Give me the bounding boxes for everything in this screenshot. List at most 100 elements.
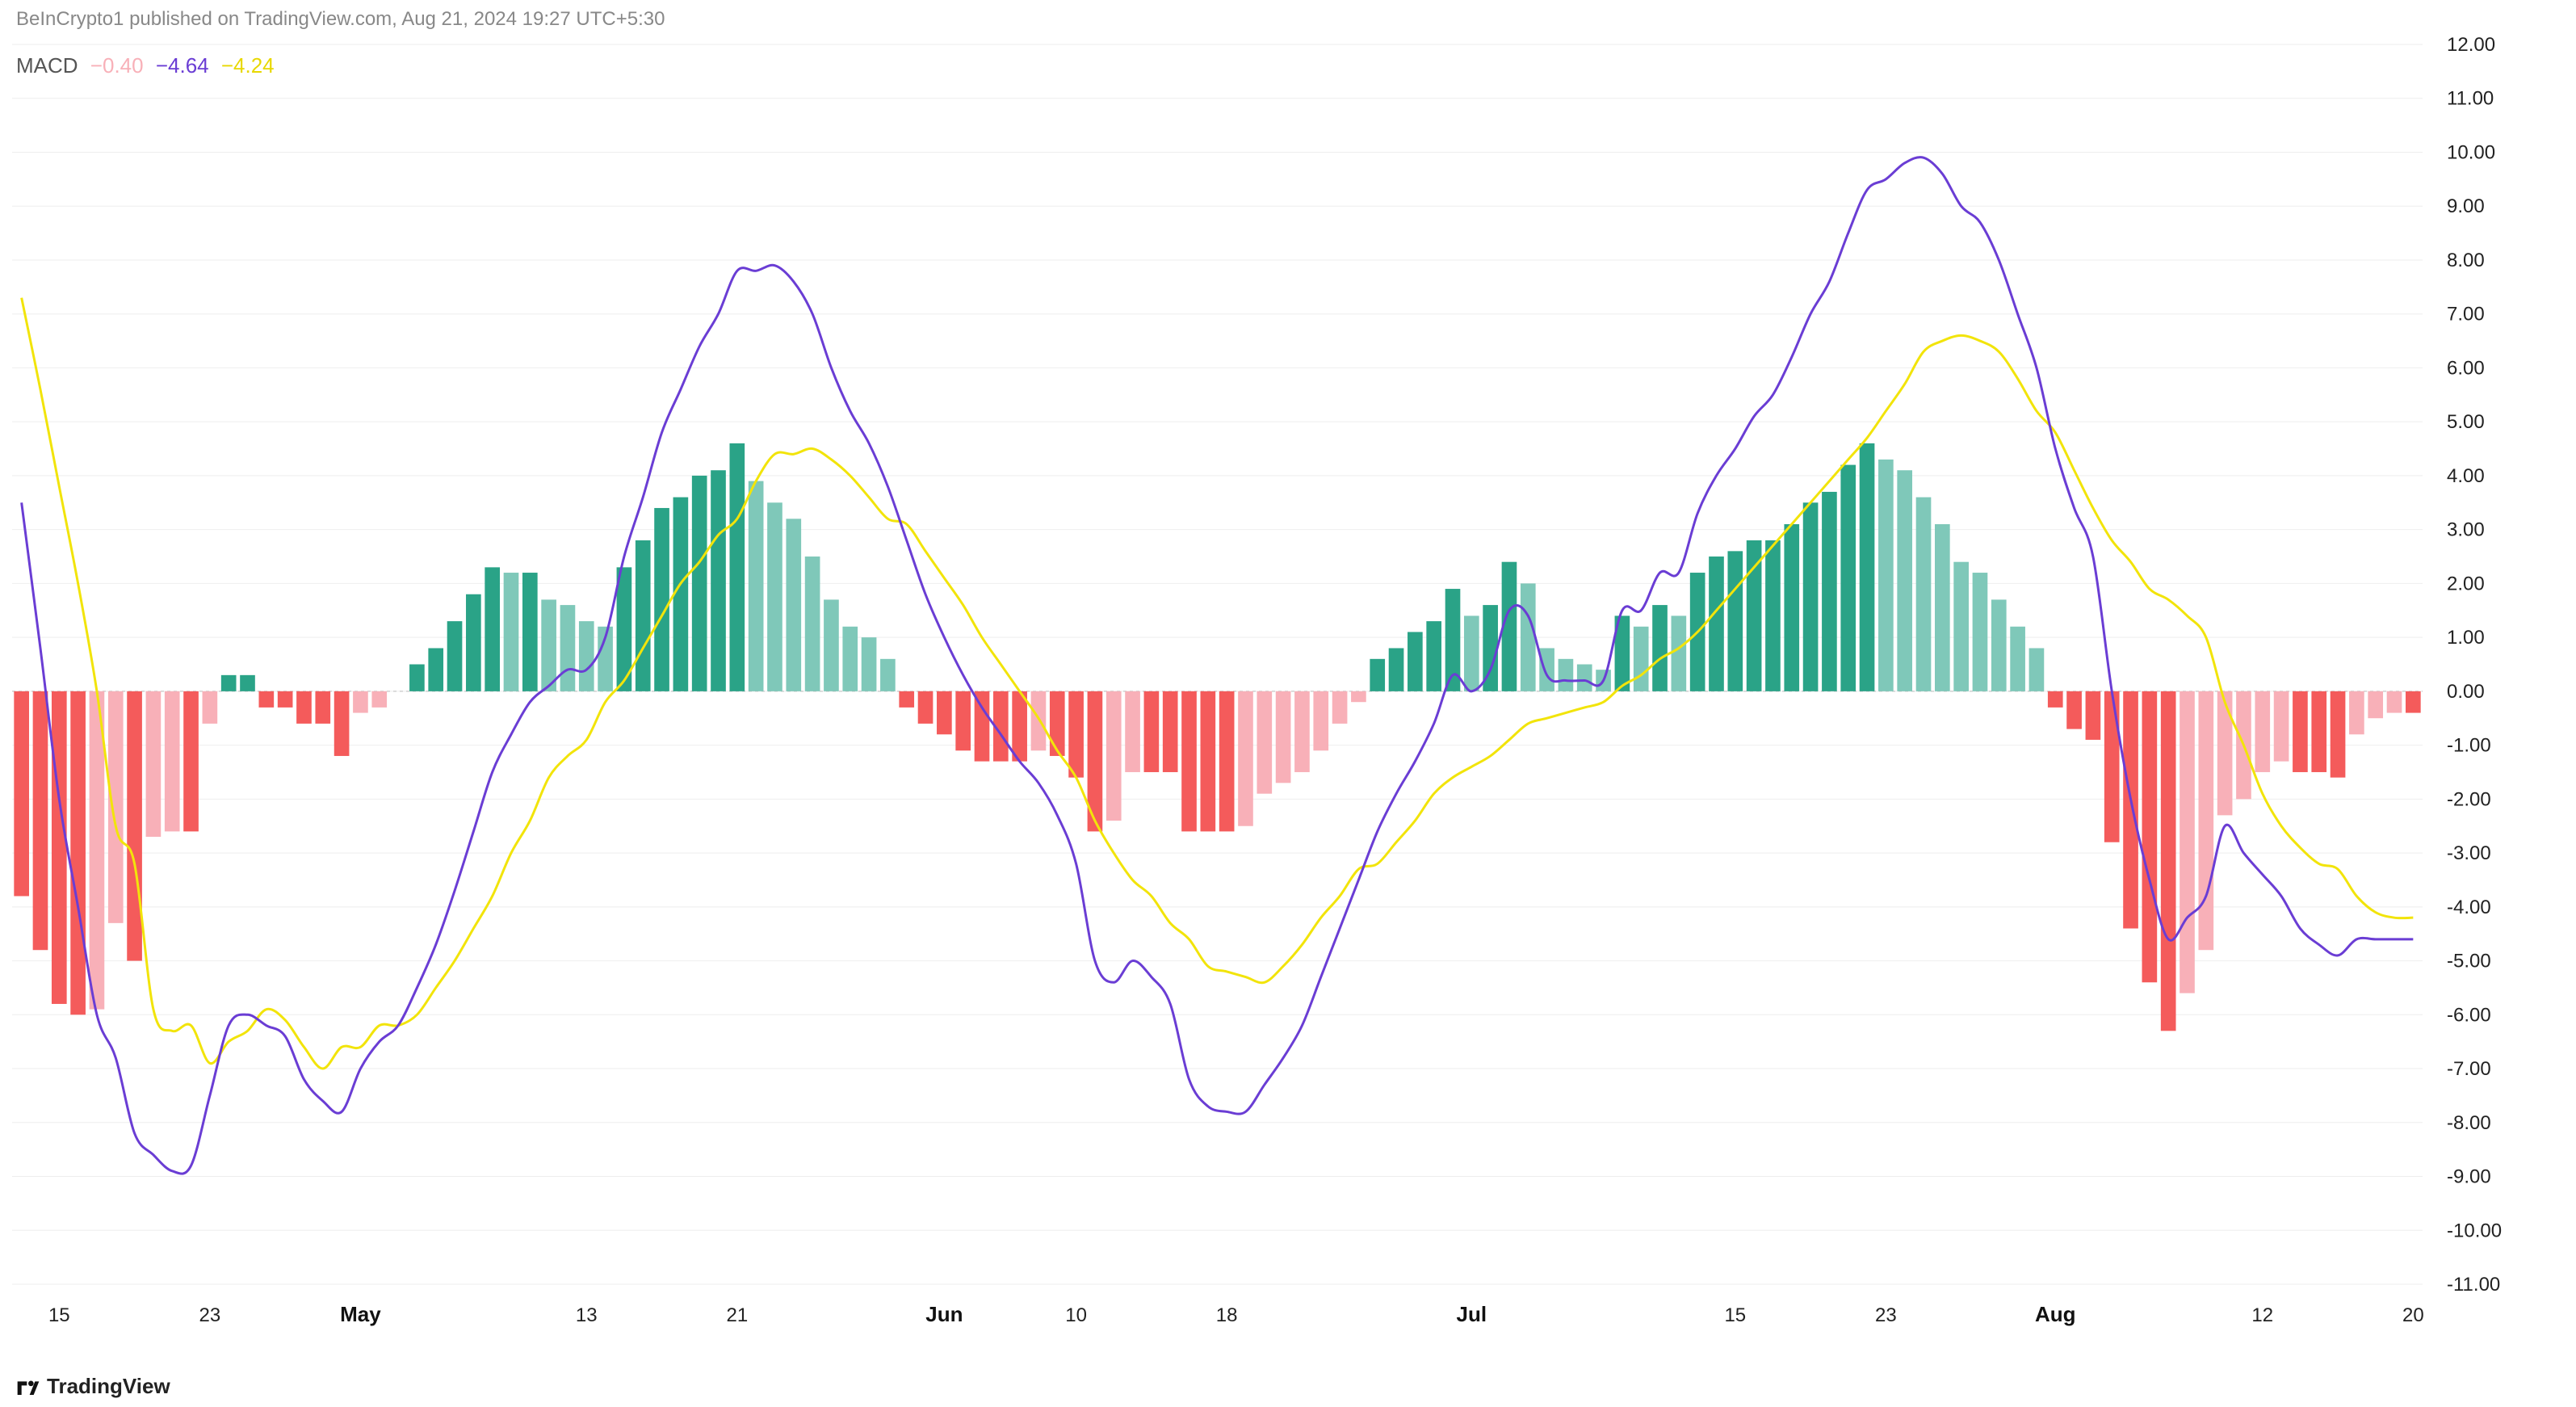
x-axis-label: 13	[576, 1304, 598, 1326]
histogram-bar	[2104, 691, 2120, 842]
histogram-bar	[165, 691, 180, 832]
histogram-bar	[975, 691, 990, 762]
histogram-bar	[1370, 659, 1385, 691]
histogram-bar	[1803, 502, 1819, 691]
y-axis-label: 3.00	[2447, 519, 2485, 541]
x-axis-label: 15	[1724, 1304, 1746, 1326]
histogram-bar	[466, 594, 481, 691]
histogram-bar	[14, 691, 29, 897]
histogram-bar	[203, 691, 218, 724]
x-axis-label: 21	[726, 1304, 748, 1326]
histogram-bar	[447, 621, 463, 691]
histogram-bar	[2066, 691, 2082, 729]
y-axis-label: -7.00	[2447, 1058, 2491, 1080]
histogram-bar	[786, 519, 801, 691]
y-axis-label: -5.00	[2447, 951, 2491, 972]
histogram-bar	[146, 691, 162, 837]
y-axis-label: 7.00	[2447, 304, 2485, 326]
histogram-bar	[1634, 627, 1649, 691]
histogram-bar	[315, 691, 330, 724]
histogram-bar	[1559, 659, 1574, 691]
histogram-bar	[862, 637, 877, 691]
histogram-bar	[522, 573, 538, 691]
histogram-bar	[1973, 573, 1988, 691]
histogram-bar	[2217, 691, 2233, 816]
histogram-bar	[1727, 551, 1743, 691]
histogram-bar	[654, 508, 669, 691]
y-axis-label: -8.00	[2447, 1112, 2491, 1134]
histogram-bar	[824, 599, 839, 691]
y-axis-label: -3.00	[2447, 842, 2491, 864]
histogram-bar	[504, 573, 519, 691]
histogram-bar	[749, 481, 764, 691]
y-axis-label: 8.00	[2447, 250, 2485, 271]
x-axis-label: 23	[199, 1304, 221, 1326]
histogram-bar	[1822, 492, 1837, 691]
tradingview-footer: TradingView	[16, 1374, 170, 1399]
histogram-bar	[636, 540, 651, 691]
histogram-bar	[1181, 691, 1197, 832]
histogram-bar	[1050, 691, 1065, 756]
histogram-bar	[1201, 691, 1216, 832]
x-axis-label: 10	[1065, 1304, 1087, 1326]
histogram-bar	[1125, 691, 1140, 772]
y-axis-label: 5.00	[2447, 411, 2485, 433]
y-axis-label: 1.00	[2447, 627, 2485, 649]
y-axis-label: 10.00	[2447, 141, 2495, 163]
histogram-bar	[428, 648, 443, 691]
histogram-bar	[1106, 691, 1122, 821]
histogram-bar	[2161, 691, 2176, 1031]
histogram-bar	[1276, 691, 1291, 783]
y-axis-label: 4.00	[2447, 465, 2485, 487]
x-axis-label: Jun	[925, 1302, 963, 1326]
x-axis-label: 20	[2402, 1304, 2424, 1326]
histogram-bar	[1935, 524, 1950, 691]
y-axis-label: -11.00	[2447, 1274, 2500, 1296]
histogram-bar	[33, 691, 48, 950]
y-axis-label: -10.00	[2447, 1220, 2502, 1241]
histogram-bar	[1539, 648, 1554, 691]
histogram-bar	[1878, 460, 1894, 691]
histogram-bar	[2274, 691, 2289, 762]
tradingview-brand: TradingView	[47, 1374, 170, 1399]
histogram-bar	[1031, 691, 1047, 750]
x-axis-label: 12	[2251, 1304, 2273, 1326]
histogram-bar	[579, 621, 594, 691]
histogram-bar	[842, 627, 858, 691]
histogram-bar	[258, 691, 274, 708]
histogram-bar	[2010, 627, 2025, 691]
y-axis-label: 12.00	[2447, 34, 2495, 56]
histogram-bar	[1313, 691, 1328, 750]
macd-line	[22, 158, 2414, 1174]
histogram-bar	[2198, 691, 2213, 950]
histogram-bar	[485, 567, 500, 691]
histogram-bar	[2086, 691, 2101, 740]
histogram-bar	[1426, 621, 1441, 691]
y-axis-label: -9.00	[2447, 1166, 2491, 1188]
tradingview-logo-icon	[16, 1375, 40, 1399]
x-axis-label: May	[340, 1302, 381, 1326]
histogram-bar	[409, 665, 425, 691]
histogram-bar	[2142, 691, 2158, 982]
histogram-bar	[1709, 556, 1724, 691]
histogram-bar	[1068, 691, 1084, 778]
y-axis-label: -2.00	[2447, 788, 2491, 810]
histogram-bar	[880, 659, 896, 691]
histogram-bar	[1389, 648, 1404, 691]
histogram-bar	[1897, 470, 1912, 691]
histogram-bar	[1144, 691, 1160, 772]
histogram-bar	[2387, 691, 2402, 713]
histogram-bar	[899, 691, 914, 708]
histogram-bar	[1672, 615, 1687, 691]
histogram-bar	[1351, 691, 1366, 702]
x-axis-label: 15	[48, 1304, 70, 1326]
histogram-bar	[1916, 498, 1932, 691]
macd-chart: -11.00-10.00-9.00-8.00-7.00-6.00-5.00-4.…	[0, 0, 2576, 1407]
histogram-bar	[108, 691, 124, 923]
histogram-bar	[2293, 691, 2308, 772]
histogram-bar	[1840, 465, 1856, 691]
histogram-bar	[2180, 691, 2195, 993]
histogram-bar	[2349, 691, 2364, 734]
histogram-bar	[1238, 691, 1253, 826]
histogram-bar	[221, 675, 237, 691]
